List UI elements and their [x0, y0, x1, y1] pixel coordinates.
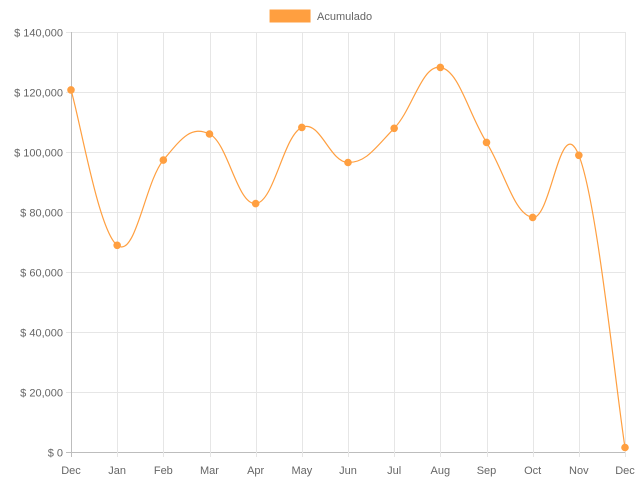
data-point[interactable] [436, 63, 445, 72]
data-point[interactable] [113, 241, 121, 250]
legend[interactable]: Acumulado [269, 9, 372, 23]
x-tick-label: Nov [569, 465, 589, 477]
axes: $ 0 $ 20,000 $ 40,000 $ 60,000 $ 80,000 $ 100… [14, 28, 635, 478]
data-point[interactable] [251, 199, 260, 208]
y-tick-label: $ 80,000 [20, 208, 63, 220]
data-point[interactable] [67, 86, 75, 94]
data-point[interactable] [482, 138, 491, 147]
x-tick-label: Dec [61, 465, 81, 477]
x-tick-label: Sep [477, 465, 497, 477]
legend-label-acumulado[interactable]: Acumulado [317, 11, 372, 23]
data-point[interactable] [298, 123, 306, 132]
y-tick-label: $ 120,000 [14, 88, 63, 100]
x-tick-label: Jun [339, 465, 357, 477]
x-tick-label: Oct [524, 465, 541, 477]
data-point[interactable] [528, 213, 537, 222]
data-point[interactable] [575, 151, 583, 160]
data-point[interactable] [621, 443, 629, 452]
x-tick-label: Mar [200, 465, 219, 477]
series-line-acumulado [70, 66, 626, 448]
data-point[interactable] [390, 124, 398, 133]
x-tick-label: May [291, 465, 312, 477]
grid-lines [66, 32, 626, 457]
x-tick-label: Dec [615, 465, 635, 477]
series-layer [67, 63, 629, 452]
data-point[interactable] [205, 130, 214, 138]
y-tick-label: $ 40,000 [20, 328, 63, 340]
x-tick-label: Jul [387, 465, 401, 477]
y-tick-label: $ 0 [48, 448, 63, 460]
data-point[interactable] [344, 158, 352, 167]
y-tick-label: $ 20,000 [20, 388, 63, 400]
legend-swatch-acumulado[interactable] [269, 9, 311, 23]
x-tick-label: Feb [154, 465, 173, 477]
x-tick-label: Jan [108, 465, 126, 477]
y-tick-label: $ 60,000 [20, 268, 63, 280]
x-tick-label: Aug [431, 465, 451, 477]
data-point[interactable] [159, 156, 168, 164]
y-tick-label: $ 140,000 [14, 28, 63, 40]
y-tick-label: $ 100,000 [14, 148, 63, 160]
x-tick-label: Apr [247, 465, 264, 477]
